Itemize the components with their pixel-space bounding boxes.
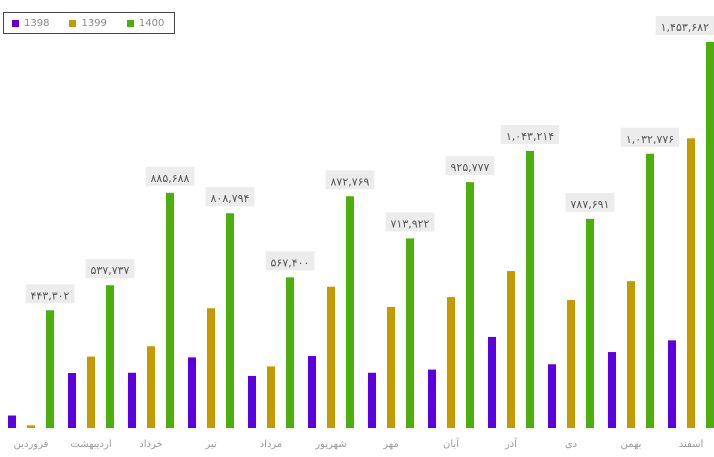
x-tick-label-11: بهمن: [621, 439, 642, 450]
bar-1398-11: [608, 352, 616, 428]
data-label-3: ۸۸۵,۶۸۸: [151, 172, 190, 185]
data-label-10: ۷۸۷,۶۹۱: [571, 198, 610, 211]
bar-1398-3: [128, 372, 136, 428]
data-label-box-11: [620, 127, 680, 147]
bar-1399-12: [687, 138, 695, 429]
bars-group: [8, 42, 714, 429]
bar-1398-10: [548, 364, 556, 428]
data-label-6: ۸۷۲,۷۶۹: [331, 175, 370, 188]
data-labels-group: ۴۴۳,۳۰۲ ۵۳۷,۷۳۷ ۸۸۵,۶۸۸ ۸۰۸,۷۹۴ ۵۶۷,۴۰۰ ۸۷۲,۷…: [25, 16, 714, 304]
bar-1400-11: [646, 153, 654, 428]
x-tick-label-8: آبان: [443, 437, 460, 450]
data-label-8: ۹۲۵,۷۷۷: [451, 161, 490, 174]
bar-1400-12: [706, 42, 714, 428]
bar-1399-1: [27, 425, 35, 428]
data-label-9: ۱,۰۴۳,۲۱۴: [506, 130, 554, 143]
bar-1400-6: [346, 196, 354, 428]
x-axis: فروردین اردیبهشت خرداد تیر مرداد شهریور مهر آبا…: [14, 437, 704, 450]
data-label-1: ۴۴۳,۳۰۲: [31, 289, 70, 302]
legend-swatch-1398: [12, 19, 19, 27]
legend-label-1398: 1398: [24, 17, 50, 29]
x-tick-label-3: خرداد: [139, 439, 162, 450]
bar-1399-6: [327, 286, 335, 428]
data-label-box-12: [655, 16, 714, 35]
data-label-11: ۱,۰۳۲,۷۷۶: [626, 133, 674, 146]
bar-1398-4: [188, 357, 196, 428]
bar-1398-9: [488, 336, 496, 428]
data-label-box-8: [445, 156, 495, 176]
data-label-box-6: [325, 170, 375, 190]
legend-item-1399: 1399: [69, 17, 107, 29]
x-tick-label-5: مرداد: [260, 439, 283, 450]
bar-1398-2: [68, 373, 76, 428]
data-label-12: ۱,۴۵۳,۶۸۲: [661, 21, 709, 34]
data-label-box-1: [25, 284, 75, 304]
x-tick-label-12: اسفند: [679, 439, 703, 450]
bar-1399-10: [567, 300, 575, 428]
bar-1400-2: [106, 285, 114, 428]
bar-1400-7: [406, 238, 414, 428]
x-tick-label-2: اردیبهشت: [70, 439, 111, 450]
bar-1399-2: [87, 356, 95, 428]
data-label-box-9: [500, 124, 560, 144]
x-tick-label-4: تیر: [204, 439, 217, 450]
data-label-7: ۷۱۳,۹۲۲: [391, 217, 430, 230]
x-tick-label-6: شهریور: [314, 439, 346, 450]
data-label-4: ۸۰۸,۷۹۴: [211, 192, 250, 205]
bar-1398-6: [308, 356, 316, 428]
bar-1399-5: [267, 366, 275, 428]
x-tick-label-9: آذر: [504, 437, 518, 450]
bar-1400-9: [526, 150, 534, 428]
bar-1399-8: [447, 297, 455, 428]
bar-1400-5: [286, 277, 294, 428]
bar-1398-7: [368, 372, 376, 428]
legend-swatch-1400: [126, 19, 134, 27]
data-label-box-3: [145, 166, 195, 186]
bar-1399-11: [627, 281, 635, 428]
bar-1398-12: [668, 340, 676, 428]
legend-swatch-1399: [69, 19, 77, 27]
data-label-box-4: [205, 187, 255, 207]
legend-item-1400: 1400: [126, 17, 165, 29]
bar-1400-3: [166, 192, 174, 428]
bar-1399-9: [507, 271, 515, 428]
bar-1399-7: [387, 306, 395, 428]
bar-1399-3: [147, 346, 155, 428]
data-label-5: ۵۶۷,۴۰۰: [271, 256, 310, 269]
bar-1398-1: [8, 415, 16, 428]
bar-1399-4: [207, 308, 215, 428]
data-label-box-2: [85, 259, 135, 279]
bar-1400-8: [466, 182, 474, 428]
x-tick-label-10: دی: [565, 439, 577, 450]
x-tick-label-7: مهر: [382, 439, 398, 450]
bar-1400-1: [46, 310, 54, 428]
data-label-2: ۵۳۷,۷۳۷: [91, 264, 130, 277]
data-label-box-5: [265, 251, 315, 271]
data-label-box-10: [565, 192, 615, 212]
legend: 1398 1399 1400: [3, 12, 175, 34]
x-tick-label-1: فروردین: [14, 439, 49, 450]
legend-item-1398: 1398: [12, 18, 49, 29]
bar-1398-8: [428, 369, 436, 428]
legend-label-1399: 1399: [81, 17, 107, 29]
bar-1400-10: [586, 218, 594, 428]
bar-1398-5: [248, 375, 256, 428]
bar-1400-4: [226, 213, 234, 428]
data-label-box-7: [385, 212, 435, 232]
legend-label-1400: 1400: [138, 17, 165, 29]
